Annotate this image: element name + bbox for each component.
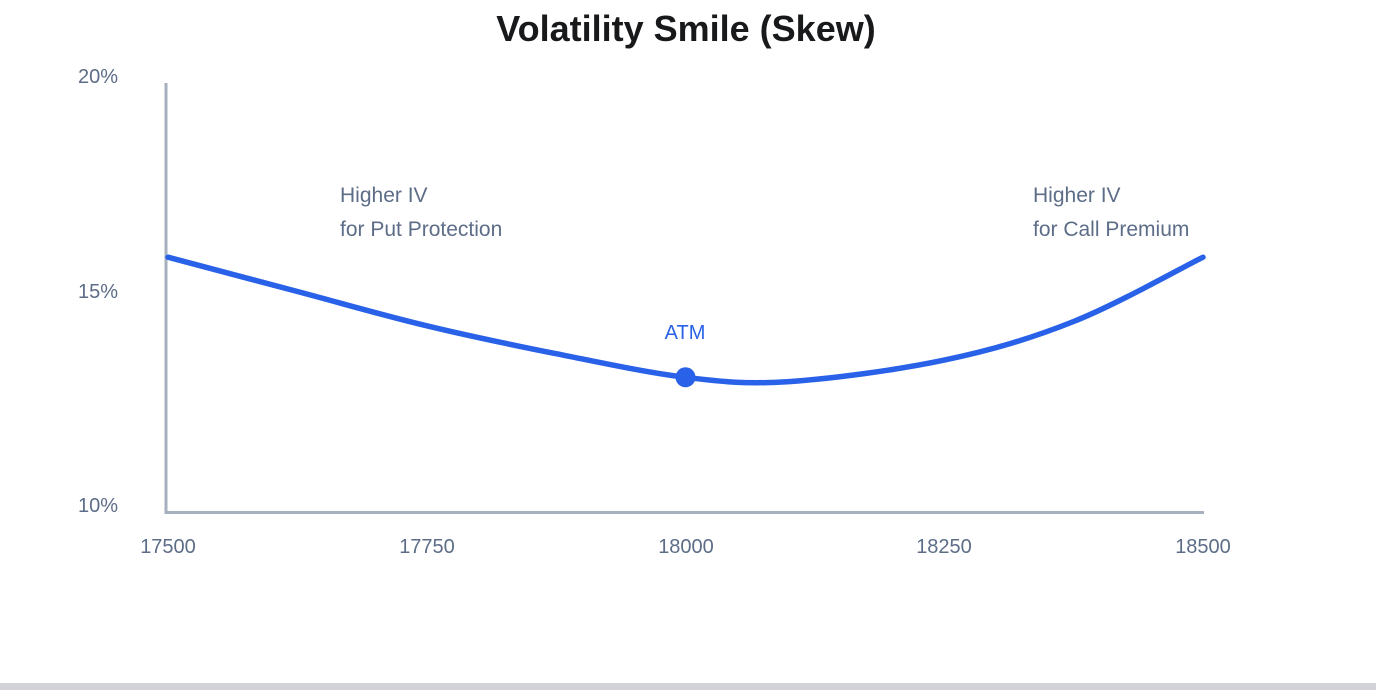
annotation-call-line1: Higher IV [1033,184,1121,207]
annotation-put-line1: Higher IV [340,184,428,207]
x-axis-tick-18000: 18000 [658,536,714,558]
chart-title: Volatility Smile (Skew) [496,8,876,49]
x-axis-tick-18250: 18250 [916,536,972,558]
atm-point-label: ATM [664,322,706,344]
x-axis-tick-18500: 18500 [1175,536,1231,558]
bottom-divider [0,683,1376,690]
x-axis-tick-17750: 17750 [399,536,455,558]
y-axis-tick-10: 10% [77,495,118,517]
annotation-call-line2: for Call Premium [1033,218,1190,241]
x-axis-tick-17500: 17500 [140,536,196,558]
annotation-call-premium: Higher IV for Call Premium [1033,179,1189,247]
y-axis-tick-20: 20% [77,66,118,88]
annotation-put-line2: for Put Protection [340,218,503,241]
y-axis-tick-15: 15% [77,281,118,303]
annotation-put-protection: Higher IV for Put Protection [340,179,502,247]
